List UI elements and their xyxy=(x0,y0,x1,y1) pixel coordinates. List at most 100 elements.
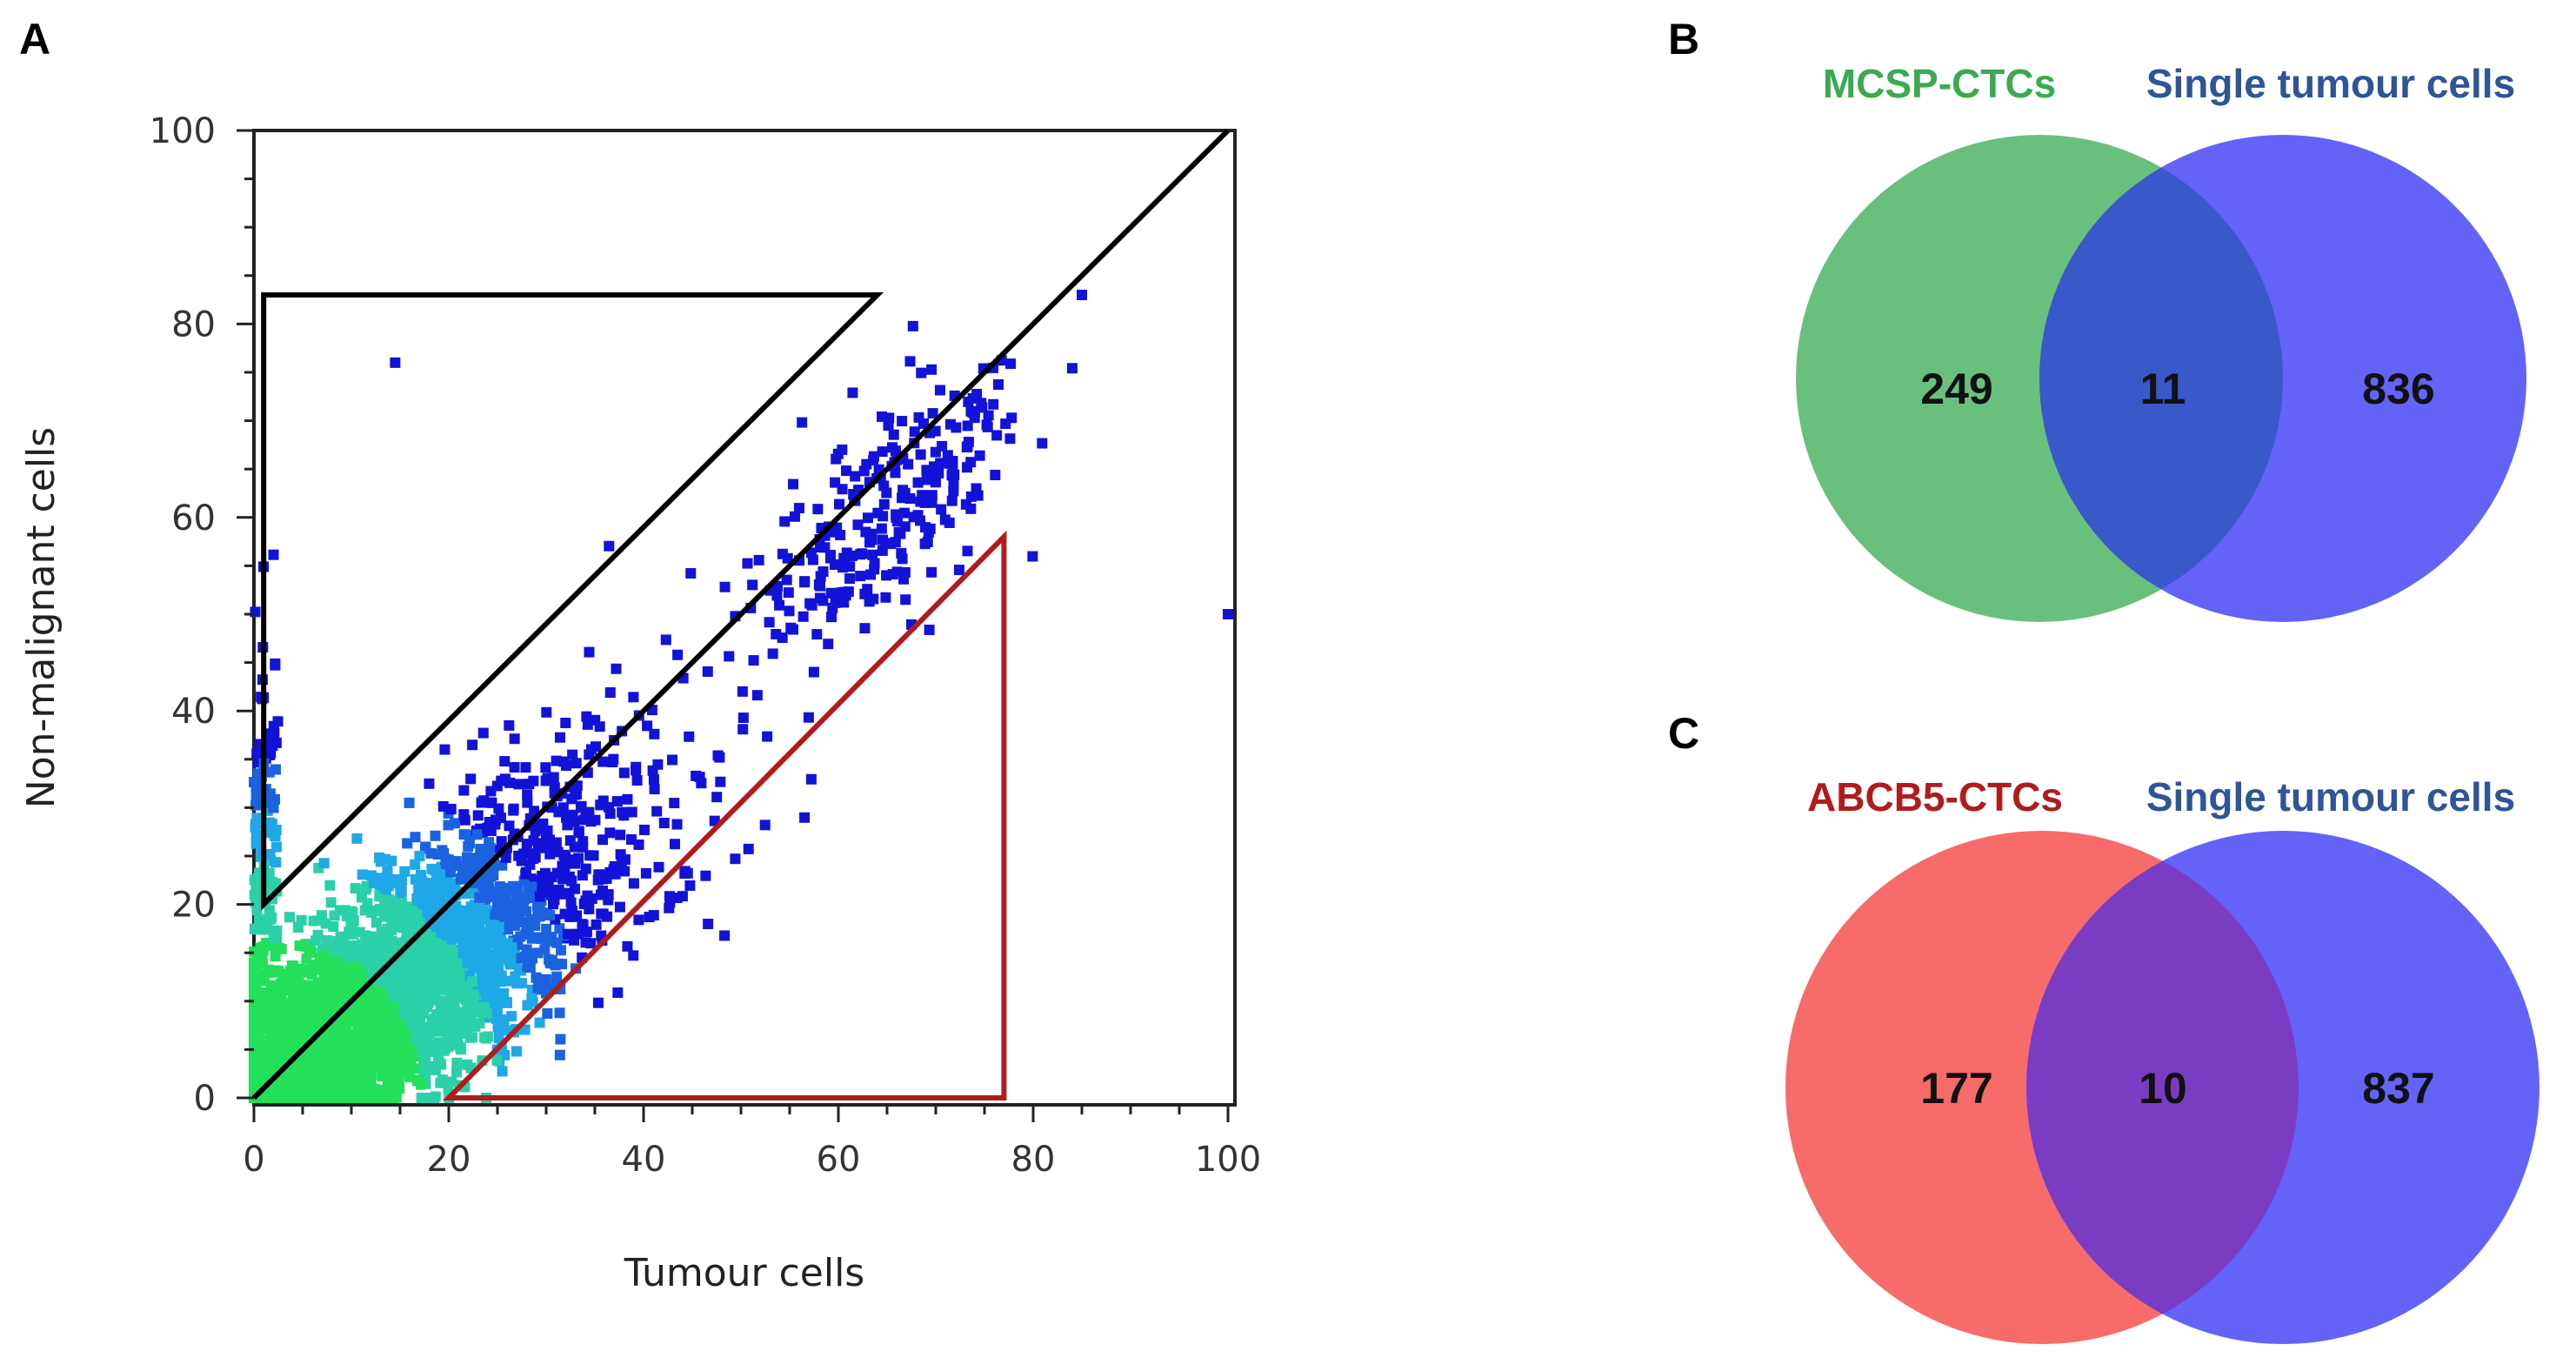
venn-abcb5: ABCB5-CTCs Single tumour cells 177 10 83… xyxy=(1785,774,2539,1344)
scatter-point xyxy=(344,1007,356,1018)
scatter-point xyxy=(485,797,497,808)
scatter-point xyxy=(471,829,483,840)
scatter-point xyxy=(429,864,440,875)
scatter-point xyxy=(410,859,421,870)
scatter-points xyxy=(249,290,1233,1103)
scatter-point xyxy=(527,997,538,1008)
scatter-point xyxy=(390,873,402,885)
scatter-point xyxy=(522,789,533,800)
scatter-point xyxy=(461,852,472,863)
scatter-point xyxy=(819,542,831,553)
scatter-point xyxy=(522,797,533,808)
scatter-point xyxy=(482,876,493,887)
scatter-point xyxy=(617,806,628,818)
scatter-point xyxy=(414,850,425,861)
y-tick-label: 60 xyxy=(171,498,216,539)
scatter-point xyxy=(712,750,724,761)
scatter-point xyxy=(835,530,846,541)
scatter-point xyxy=(942,450,953,461)
scatter-point xyxy=(380,973,391,984)
scatter-point xyxy=(382,879,393,890)
scatter-point xyxy=(467,976,478,987)
scatter-point xyxy=(249,1051,259,1062)
scatter-point xyxy=(530,852,541,863)
scatter-point xyxy=(742,558,753,569)
scatter-point xyxy=(259,1040,270,1052)
scatter-point xyxy=(500,895,511,906)
scatter-point xyxy=(797,417,808,428)
scatter-point xyxy=(508,805,519,816)
scatter-point xyxy=(962,420,973,431)
scatter-point xyxy=(371,873,383,884)
scatter-point xyxy=(759,819,771,831)
scatter-point xyxy=(644,912,655,923)
scatter-point xyxy=(477,955,489,967)
scatter-point xyxy=(571,758,582,769)
scatter-point xyxy=(615,829,626,840)
count-only-abcb5: 177 xyxy=(1920,1064,1992,1113)
scatter-point xyxy=(320,918,331,929)
scatter-point xyxy=(937,440,948,452)
scatter-point xyxy=(923,526,934,538)
scatter-point xyxy=(268,802,279,813)
scatter-point xyxy=(993,378,1004,390)
scatter-point xyxy=(878,511,889,522)
scatter-point xyxy=(467,913,478,924)
scatter-point xyxy=(286,1068,297,1080)
scatter-chart: 0 20 40 60 80 100 0 20 40 60 80 100 Tumour cells N… xyxy=(19,111,1261,1295)
scatter-point xyxy=(506,942,517,953)
scatter-point xyxy=(308,915,319,927)
scatter-point xyxy=(357,869,368,880)
scatter-point xyxy=(249,1075,259,1087)
scatter-point xyxy=(523,927,534,938)
scatter-point xyxy=(502,907,513,919)
scatter-point xyxy=(818,566,829,578)
scatter-point xyxy=(751,690,763,701)
scatter-point xyxy=(866,534,878,545)
scatter-point xyxy=(511,1046,523,1057)
scatter-point xyxy=(435,1077,446,1088)
count-only-single: 836 xyxy=(2362,365,2434,413)
scatter-point xyxy=(965,457,977,468)
scatter-point xyxy=(420,980,431,991)
scatter-point xyxy=(808,666,819,678)
scatter-point xyxy=(555,945,566,956)
y-tick-label: 0 xyxy=(194,1079,216,1119)
scatter-point xyxy=(480,1033,491,1044)
scatter-point xyxy=(331,1040,343,1052)
scatter-point xyxy=(897,553,908,565)
scatter-point xyxy=(551,837,562,848)
scatter-point xyxy=(425,1044,437,1055)
scatter-point xyxy=(567,749,578,760)
scatter-point xyxy=(405,1017,417,1028)
scatter-point xyxy=(504,719,515,731)
scatter-point xyxy=(484,824,496,835)
scatter-point xyxy=(559,908,571,920)
scatter-point xyxy=(887,569,898,580)
scatter-point xyxy=(329,910,340,921)
scatter-point xyxy=(626,806,637,818)
scatter-point xyxy=(377,950,388,961)
scatter-point xyxy=(1027,551,1038,562)
scatter-point xyxy=(604,540,615,552)
scatter-point xyxy=(803,712,814,723)
scatter-point xyxy=(753,554,764,565)
scatter-point xyxy=(588,850,599,861)
scatter-point xyxy=(971,389,983,400)
scatter-point xyxy=(926,566,938,578)
scatter-point xyxy=(394,915,405,927)
scatter-point xyxy=(551,755,562,766)
scatter-point xyxy=(261,1002,272,1013)
scatter-point xyxy=(369,1030,380,1041)
scatter-point xyxy=(357,948,368,960)
scatter-point xyxy=(509,762,520,773)
scatter-point xyxy=(270,857,282,868)
scatter-point xyxy=(444,881,456,893)
scatter-point xyxy=(877,446,888,458)
scatter-point xyxy=(322,935,333,947)
scatter-point xyxy=(1006,412,1018,424)
scatter-point xyxy=(951,422,962,433)
scatter-point xyxy=(365,906,377,918)
scatter-point xyxy=(737,712,749,724)
